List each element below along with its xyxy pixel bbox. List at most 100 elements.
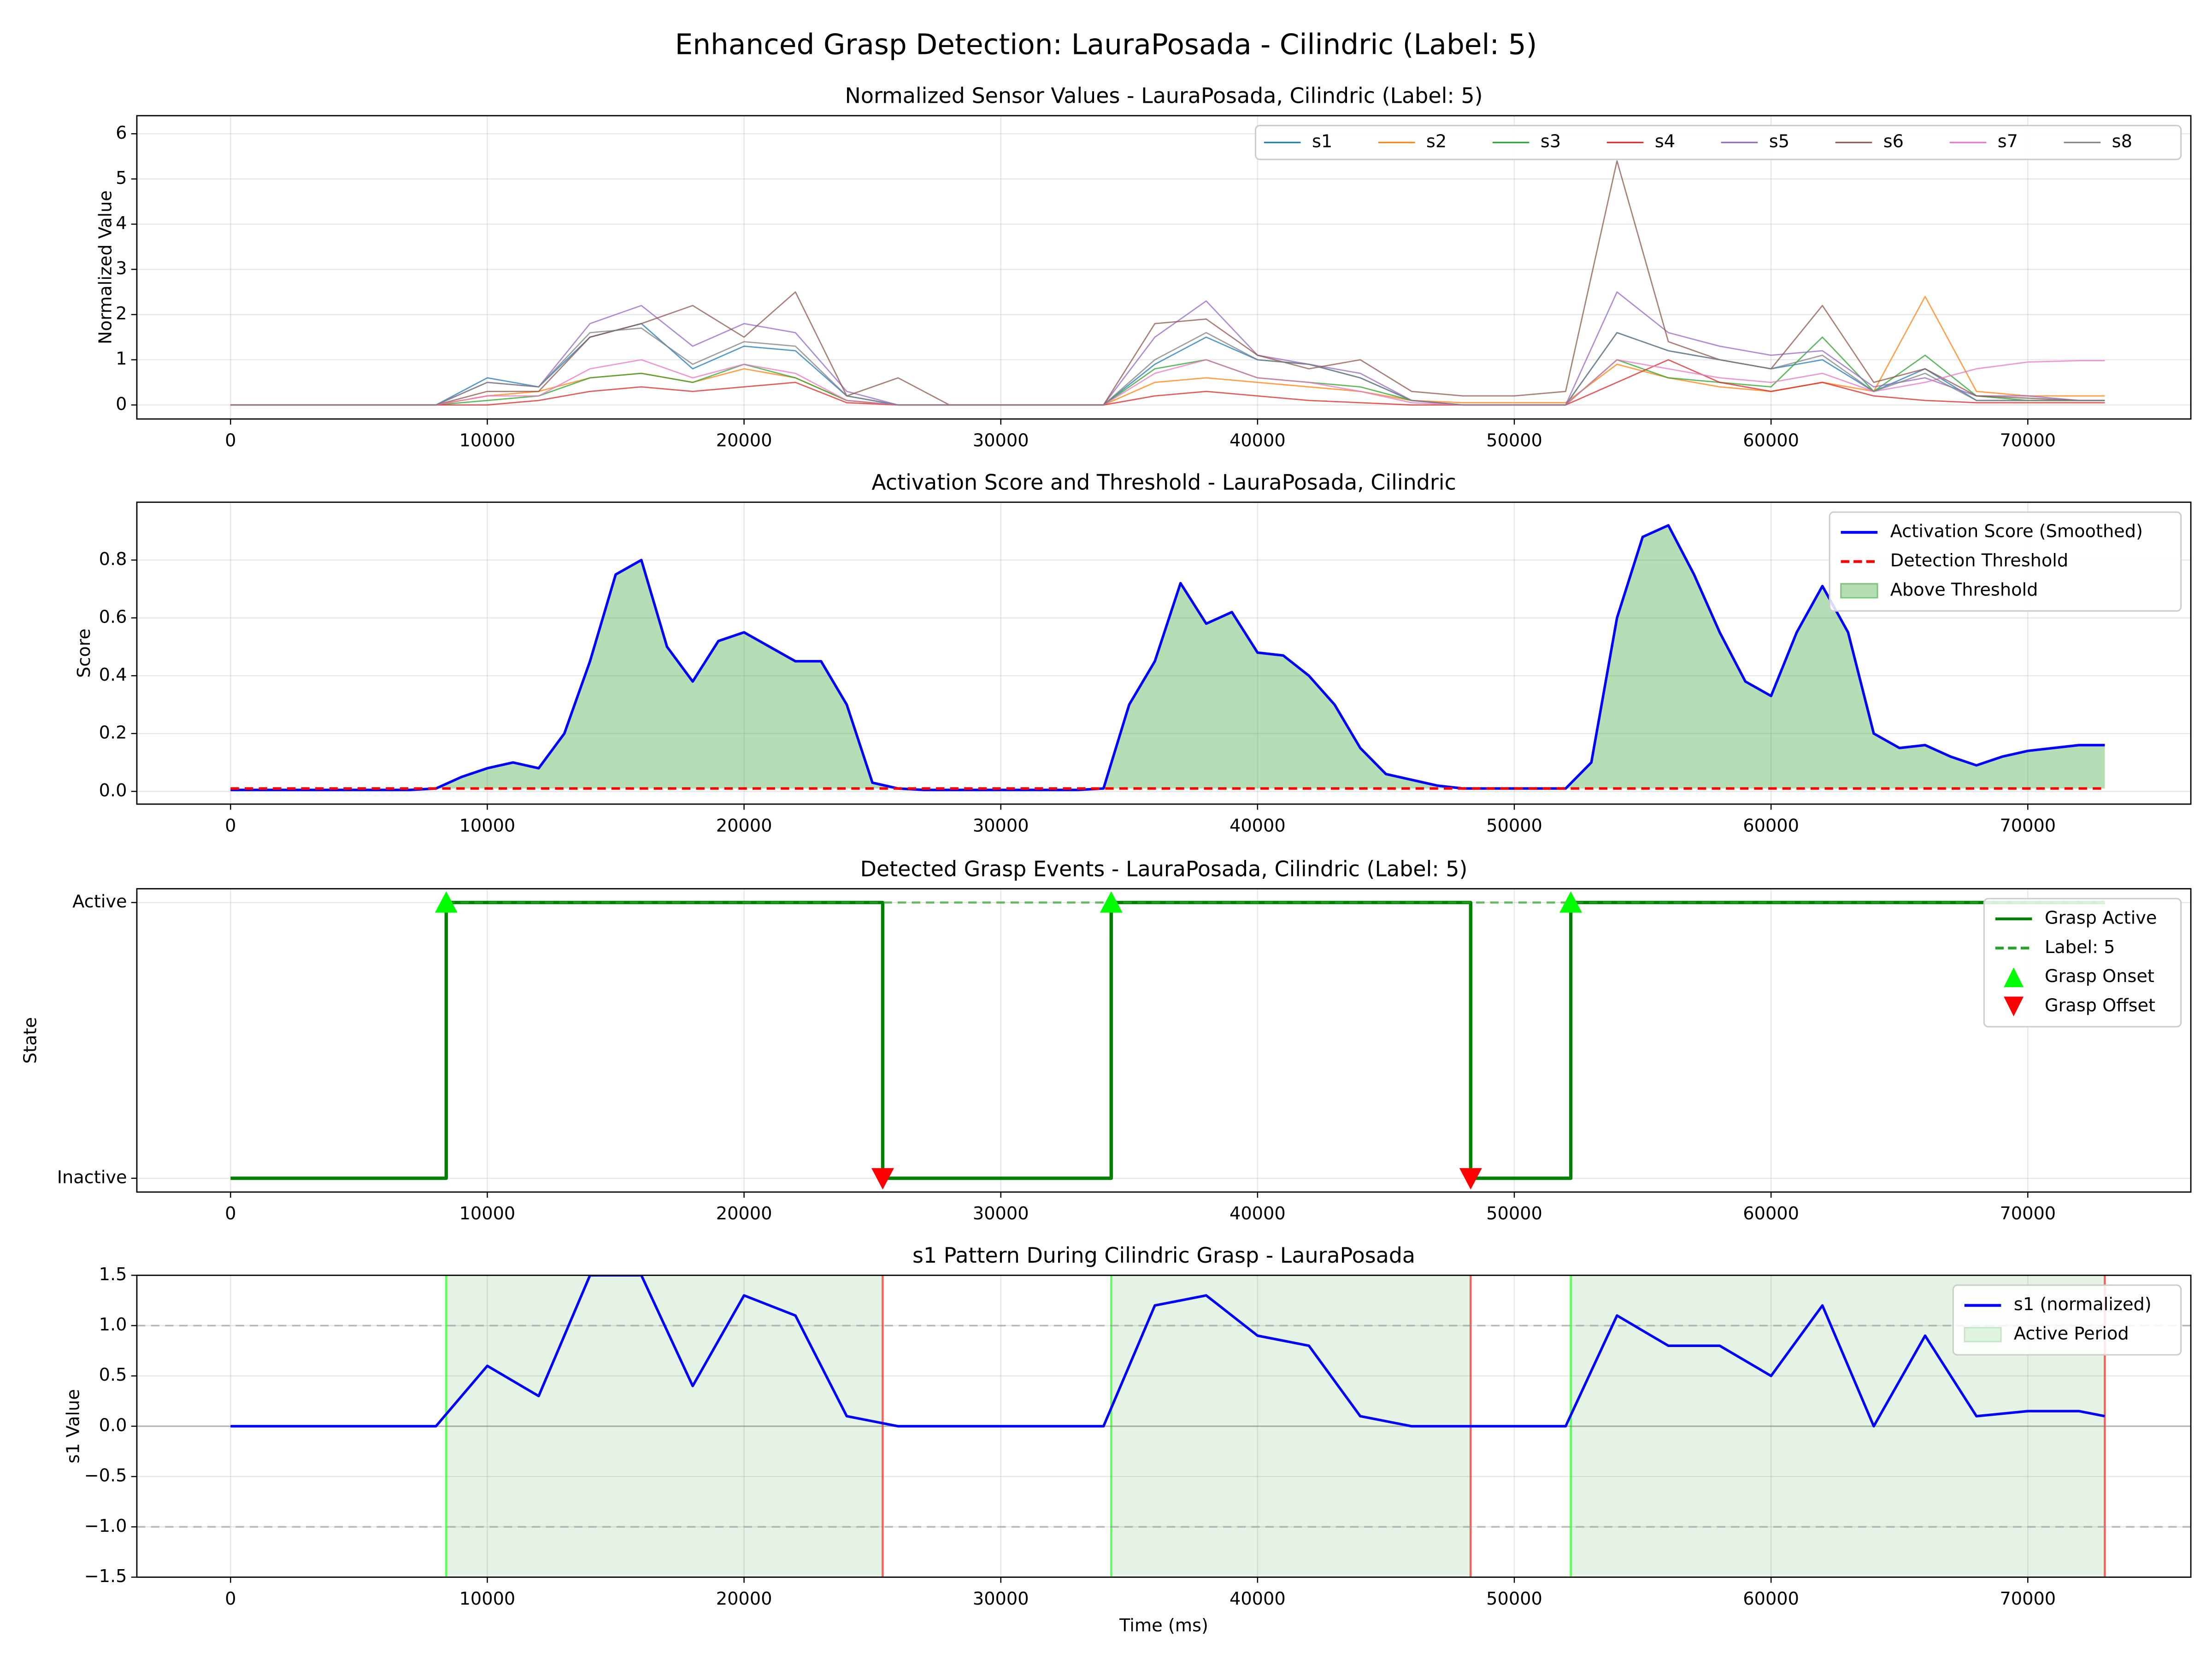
x-tick-label: 30000 xyxy=(973,1203,1029,1224)
axes-frame xyxy=(136,501,2192,805)
x-tick-label: 50000 xyxy=(1486,430,1542,451)
y-tick-label: 2 xyxy=(116,303,127,324)
legend-box xyxy=(1983,898,2182,1028)
legend-label: s3 xyxy=(1541,131,1561,152)
y-tick-label: 0.0 xyxy=(99,780,127,801)
legend-label: Activation Score (Smoothed) xyxy=(1890,521,2143,542)
x-tick-label: 50000 xyxy=(1486,815,1542,836)
x-tick-label: 10000 xyxy=(459,1588,516,1609)
x-tick-label: 60000 xyxy=(1743,430,1799,451)
x-tick-label: 40000 xyxy=(1230,430,1286,451)
x-tick-label: 50000 xyxy=(1486,1588,1542,1609)
event-marker xyxy=(1100,891,1123,913)
x-tick-label: 60000 xyxy=(1743,1203,1799,1224)
series-line xyxy=(230,327,2105,406)
subplot-title: Normalized Sensor Values - LauraPosada, … xyxy=(845,83,1483,108)
subplot-title: s1 Pattern During Cilindric Grasp - Laur… xyxy=(912,1243,1415,1268)
y-tick-label: Active xyxy=(72,891,127,912)
series-line xyxy=(230,524,2105,791)
x-tick-label: 40000 xyxy=(1230,815,1286,836)
legend-label: Label: 5 xyxy=(2045,937,2115,958)
legend-label: s5 xyxy=(1769,131,1789,152)
plot-area xyxy=(136,1275,2191,1577)
y-tick-label: 1.5 xyxy=(99,1264,127,1285)
subplot: Normalized Sensor Values - LauraPosada, … xyxy=(95,83,2192,451)
x-tick-label: 0 xyxy=(225,1588,236,1609)
legend-label: s8 xyxy=(2112,131,2132,152)
legend-box xyxy=(1254,124,2182,160)
subplot: s1 Pattern During Cilindric Grasp - Laur… xyxy=(63,1243,2192,1636)
legend-label: s6 xyxy=(1883,131,1904,152)
subplot-title: Detected Grasp Events - LauraPosada, Cil… xyxy=(860,856,1468,881)
series-line xyxy=(230,1275,2105,1428)
y-tick-label: 0.0 xyxy=(99,1415,127,1435)
legend-label: Above Threshold xyxy=(1890,579,2038,600)
y-tick-label: 5 xyxy=(116,168,127,188)
figure-title: Enhanced Grasp Detection: LauraPosada - … xyxy=(675,29,1537,61)
x-tick-label: 0 xyxy=(225,430,236,451)
plot-area xyxy=(230,524,2105,791)
legend: Activation Score (Smoothed) Detection Thr… xyxy=(1829,511,2182,612)
y-tick-label: 6 xyxy=(116,123,127,143)
legend: Grasp Active Label: 5 Grasp Onset Grasp Off… xyxy=(1983,898,2182,1028)
x-tick-label: 30000 xyxy=(973,1588,1029,1609)
legend-label: Grasp Active xyxy=(2045,907,2157,928)
series-line xyxy=(230,291,2105,406)
legend-label: s1 xyxy=(1312,131,1332,152)
series-line xyxy=(230,359,2105,406)
y-tick-label: 0.2 xyxy=(99,722,127,743)
x-tick-label: 20000 xyxy=(716,1588,772,1609)
legend-label: s7 xyxy=(1998,131,2018,152)
x-tick-label: 70000 xyxy=(2000,1203,2056,1224)
legend-label: s1 (normalized) xyxy=(2014,1294,2152,1315)
x-tick-label: 10000 xyxy=(459,430,516,451)
y-tick-label: −1.5 xyxy=(84,1566,127,1587)
subplot-title: Activation Score and Threshold - LauraPo… xyxy=(871,470,1456,495)
legend-marker xyxy=(2004,996,2024,1017)
x-tick-label: 60000 xyxy=(1743,815,1799,836)
series-line xyxy=(230,160,2105,406)
event-marker xyxy=(1559,891,1583,913)
y-tick-label: 0 xyxy=(116,394,127,414)
x-tick-label: 20000 xyxy=(716,1203,772,1224)
legend-label: Active Period xyxy=(2014,1324,2129,1344)
x-tick-label: 10000 xyxy=(459,1203,516,1224)
legend-label: Grasp Offset xyxy=(2045,995,2155,1016)
x-tick-label: 40000 xyxy=(1230,1203,1286,1224)
legend: s1 (normalized) Active Period xyxy=(1952,1284,2182,1356)
x-tick-label: 60000 xyxy=(1743,1588,1799,1609)
event-marker xyxy=(1459,1168,1482,1190)
x-tick-label: 40000 xyxy=(1230,1588,1286,1609)
y-tick-label: 0.4 xyxy=(99,665,127,685)
axes-frame xyxy=(136,888,2192,1193)
legend-label: Grasp Onset xyxy=(2045,966,2154,987)
y-tick-label: −0.5 xyxy=(84,1465,127,1486)
legend-box xyxy=(1952,1284,2182,1356)
x-tick-label: 20000 xyxy=(716,430,772,451)
y-tick-label: 0.5 xyxy=(99,1365,127,1385)
legend-marker xyxy=(2004,967,2024,988)
x-tick-label: 0 xyxy=(225,1203,236,1224)
y-tick-label: 3 xyxy=(116,258,127,279)
series-line xyxy=(230,336,2105,406)
axes-frame xyxy=(136,1274,2192,1578)
plot-area xyxy=(230,160,2105,406)
x-tick-label: 70000 xyxy=(2000,815,2056,836)
y-tick-label: 0.6 xyxy=(99,606,127,627)
axes-frame xyxy=(136,115,2192,420)
plot-area xyxy=(230,900,2105,1180)
x-axis-label: Time (ms) xyxy=(1119,1615,1208,1636)
x-tick-label: 30000 xyxy=(973,815,1029,836)
y-axis-label: State xyxy=(20,1017,41,1064)
subplot: Detected Grasp Events - LauraPosada, Cil… xyxy=(20,856,2192,1224)
legend-swatch xyxy=(1840,583,1878,599)
legend-swatch xyxy=(1964,1327,2002,1342)
y-axis-label: Score xyxy=(74,629,94,678)
y-tick-label: 0.8 xyxy=(99,549,127,570)
event-marker xyxy=(435,891,458,913)
above-threshold-area xyxy=(230,525,2105,789)
x-tick-label: 10000 xyxy=(459,815,516,836)
y-axis-label: Normalized Value xyxy=(95,190,116,344)
